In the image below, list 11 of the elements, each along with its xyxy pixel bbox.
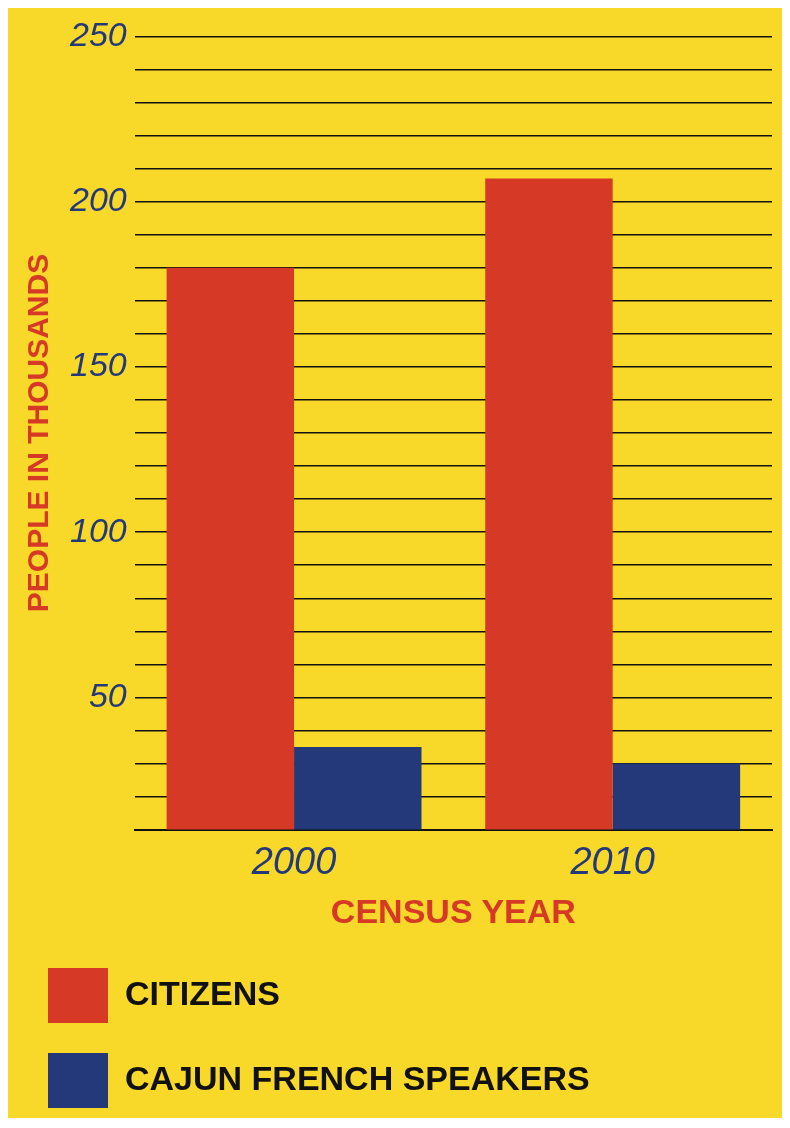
y-tick-label: 150 — [69, 345, 127, 384]
x-tick-label: 2010 — [569, 839, 655, 882]
x-tick-label: 2000 — [250, 839, 337, 882]
y-tick-label: 250 — [68, 14, 127, 53]
y-tick-label: 50 — [88, 675, 127, 714]
y-tick-label: 100 — [69, 510, 127, 549]
y-axis-title: PEOPLE IN THOUSANDS — [21, 253, 55, 613]
x-axis-title: CENSUS YEAR — [330, 891, 576, 930]
legend-label: CAJUN FRENCH SPEAKERS — [125, 1058, 590, 1097]
y-tick-label: 200 — [68, 180, 127, 219]
legend-label: CITIZENS — [125, 973, 280, 1012]
